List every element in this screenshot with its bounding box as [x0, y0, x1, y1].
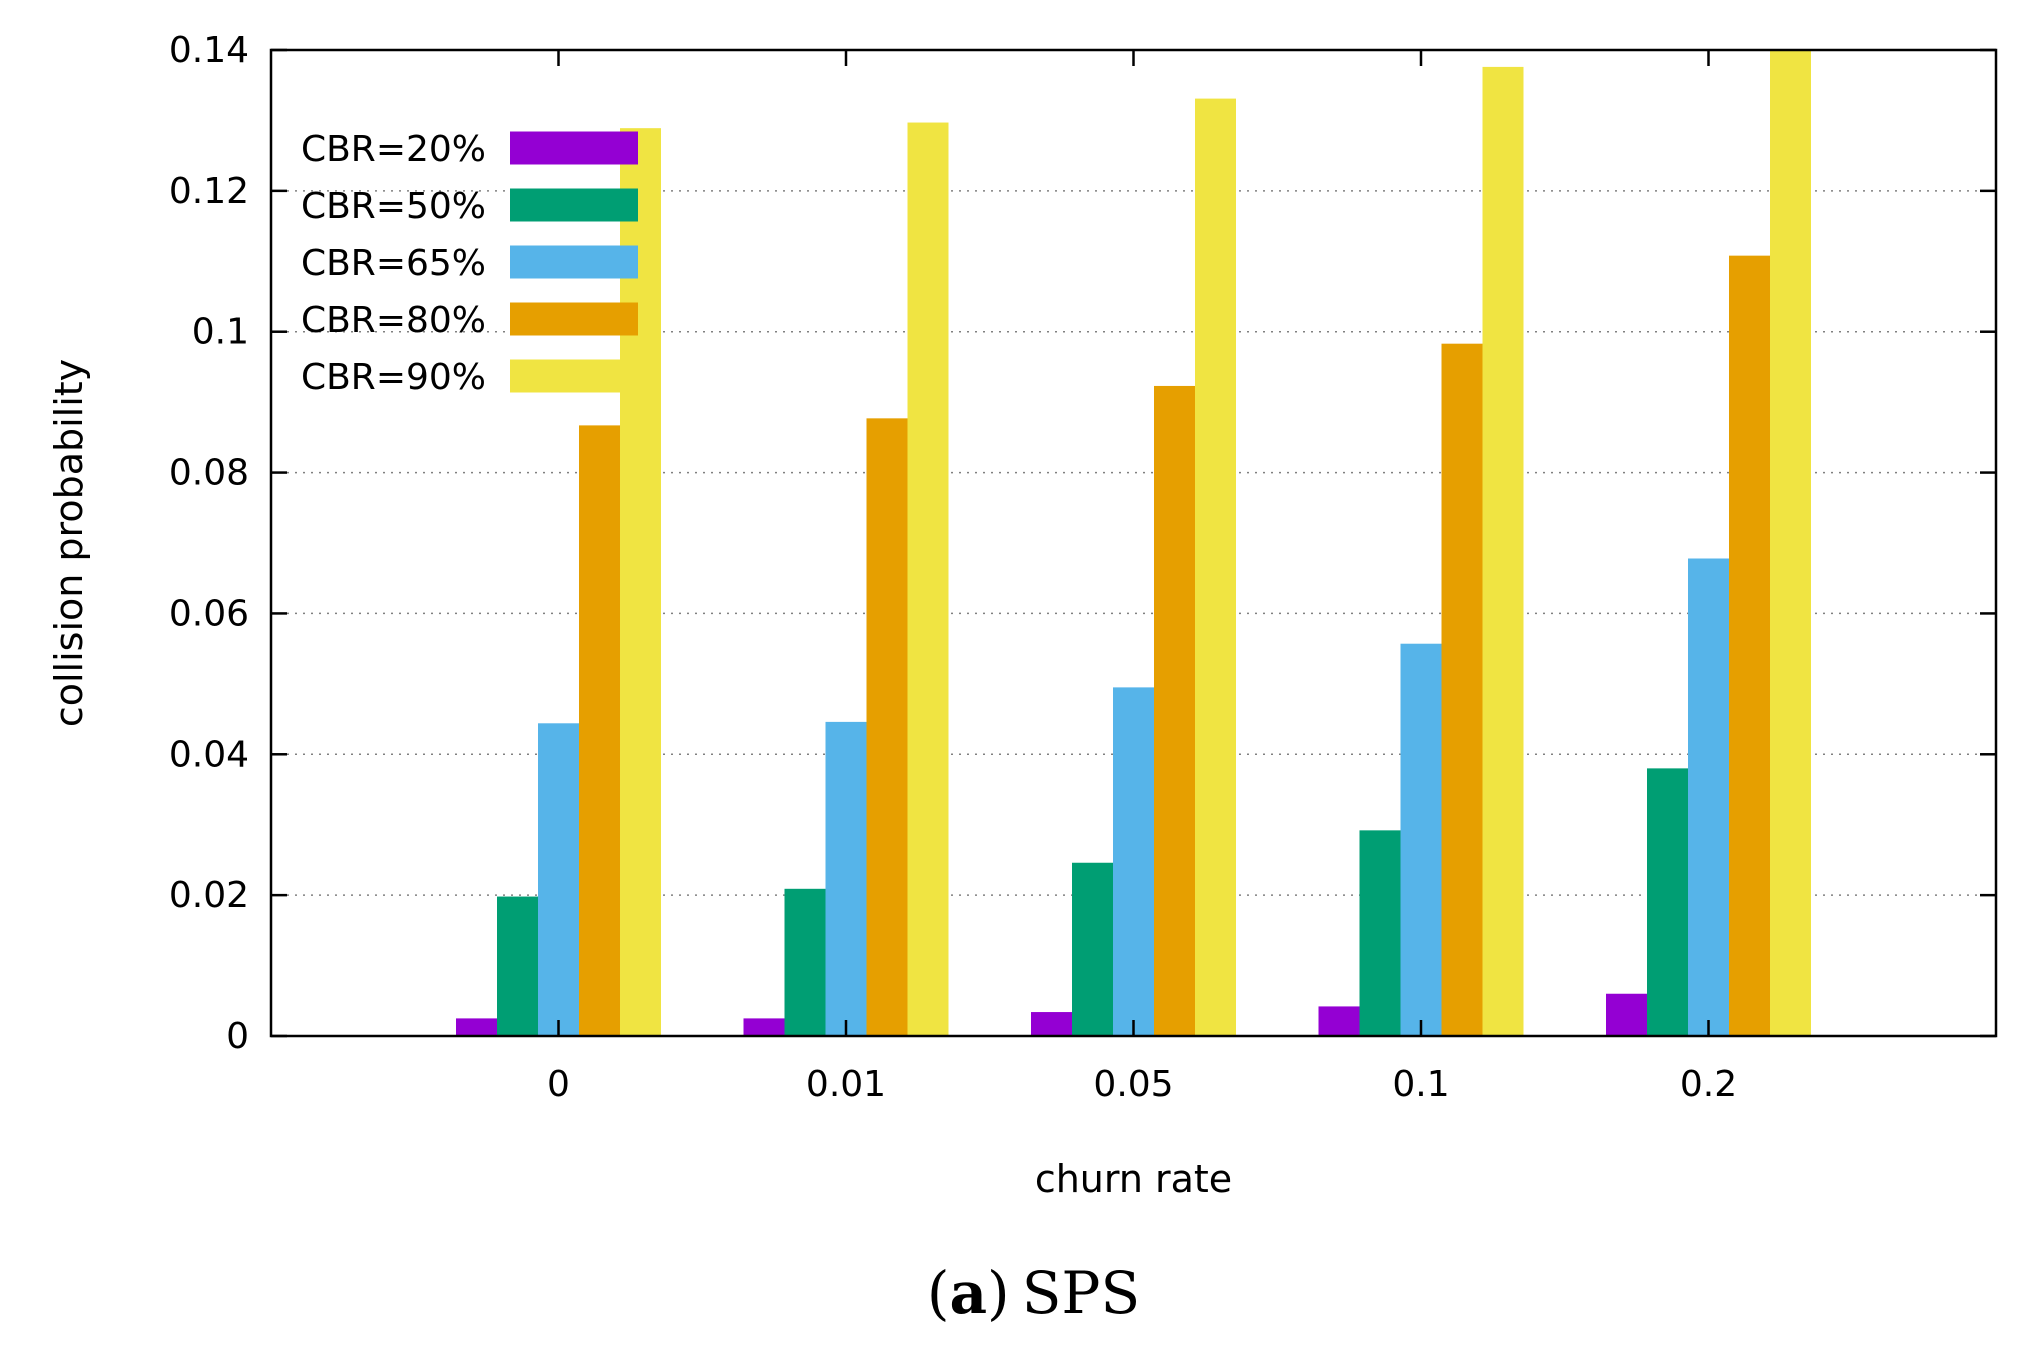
bar	[579, 425, 620, 1036]
bar	[1606, 993, 1647, 1036]
bar	[1688, 558, 1729, 1036]
bar	[1031, 1012, 1072, 1036]
y-tick-label: 0.06	[169, 593, 249, 634]
legend-label: CBR=50%	[301, 186, 486, 227]
legend-swatch	[510, 188, 638, 222]
x-tick-label: 0.1	[1392, 1064, 1449, 1105]
y-tick-label: 0	[226, 1016, 249, 1057]
legend-label: CBR=90%	[301, 357, 486, 398]
legend: CBR=20% CBR=50% CBR=65% CBR=80% CBR=90%	[301, 129, 638, 398]
bar	[538, 723, 579, 1036]
y-tick-label: 0.08	[169, 453, 249, 494]
caption-label-close: )	[987, 1259, 1010, 1327]
caption-label-letter: a	[949, 1259, 987, 1327]
bar	[1113, 687, 1154, 1036]
y-tick-label: 0.1	[192, 312, 249, 353]
bar	[1647, 768, 1688, 1036]
bar	[907, 122, 949, 1036]
bar	[1482, 66, 1524, 1037]
y-tick-label: 0.04	[169, 734, 249, 775]
bar	[1195, 98, 1236, 1037]
bar	[1400, 643, 1442, 1036]
y-axis-label: collision probability	[47, 359, 91, 727]
bar	[1154, 385, 1195, 1036]
legend-swatch	[510, 359, 638, 393]
bar	[1770, 50, 1811, 1036]
y-tick-label: 0.02	[169, 875, 249, 916]
caption-label-open: (	[927, 1259, 950, 1327]
x-tick-label: 0.2	[1680, 1064, 1737, 1105]
bar	[784, 888, 826, 1036]
y-tick-label: 0.14	[169, 30, 249, 71]
x-tick-label: 0	[547, 1064, 570, 1105]
legend-label: CBR=80%	[301, 300, 486, 341]
legend-label: CBR=20%	[301, 129, 486, 170]
legend-swatch	[510, 131, 638, 165]
x-axis-label: churn rate	[1035, 1157, 1232, 1201]
bar	[1729, 255, 1770, 1036]
x-tick-label: 0.05	[1093, 1064, 1173, 1105]
bar	[456, 1018, 497, 1036]
y-tick-label: 0.12	[169, 171, 249, 212]
bar	[743, 1018, 785, 1036]
bar	[620, 128, 661, 1036]
legend-label: CBR=65%	[301, 243, 486, 284]
bar	[497, 896, 538, 1036]
y-tick-labels: 0 0.02 0.04 0.06 0.08 0.1 0.12 0.14	[169, 30, 249, 1057]
x-tick-label: 0.01	[806, 1064, 886, 1105]
bars	[456, 50, 1811, 1037]
legend-swatch	[510, 245, 638, 279]
x-tick-labels: 0 0.01 0.05 0.1 0.2	[547, 1064, 1737, 1105]
bar	[1441, 343, 1483, 1036]
bar	[1359, 830, 1401, 1036]
legend-swatch	[510, 302, 638, 336]
tick-marks	[271, 48, 1996, 1038]
figure-caption: (a) SPS	[927, 1259, 1140, 1327]
bar	[1318, 1006, 1360, 1036]
caption-text: SPS	[1022, 1259, 1141, 1327]
bar	[866, 418, 908, 1036]
bar	[1072, 862, 1113, 1036]
bar	[825, 721, 867, 1036]
